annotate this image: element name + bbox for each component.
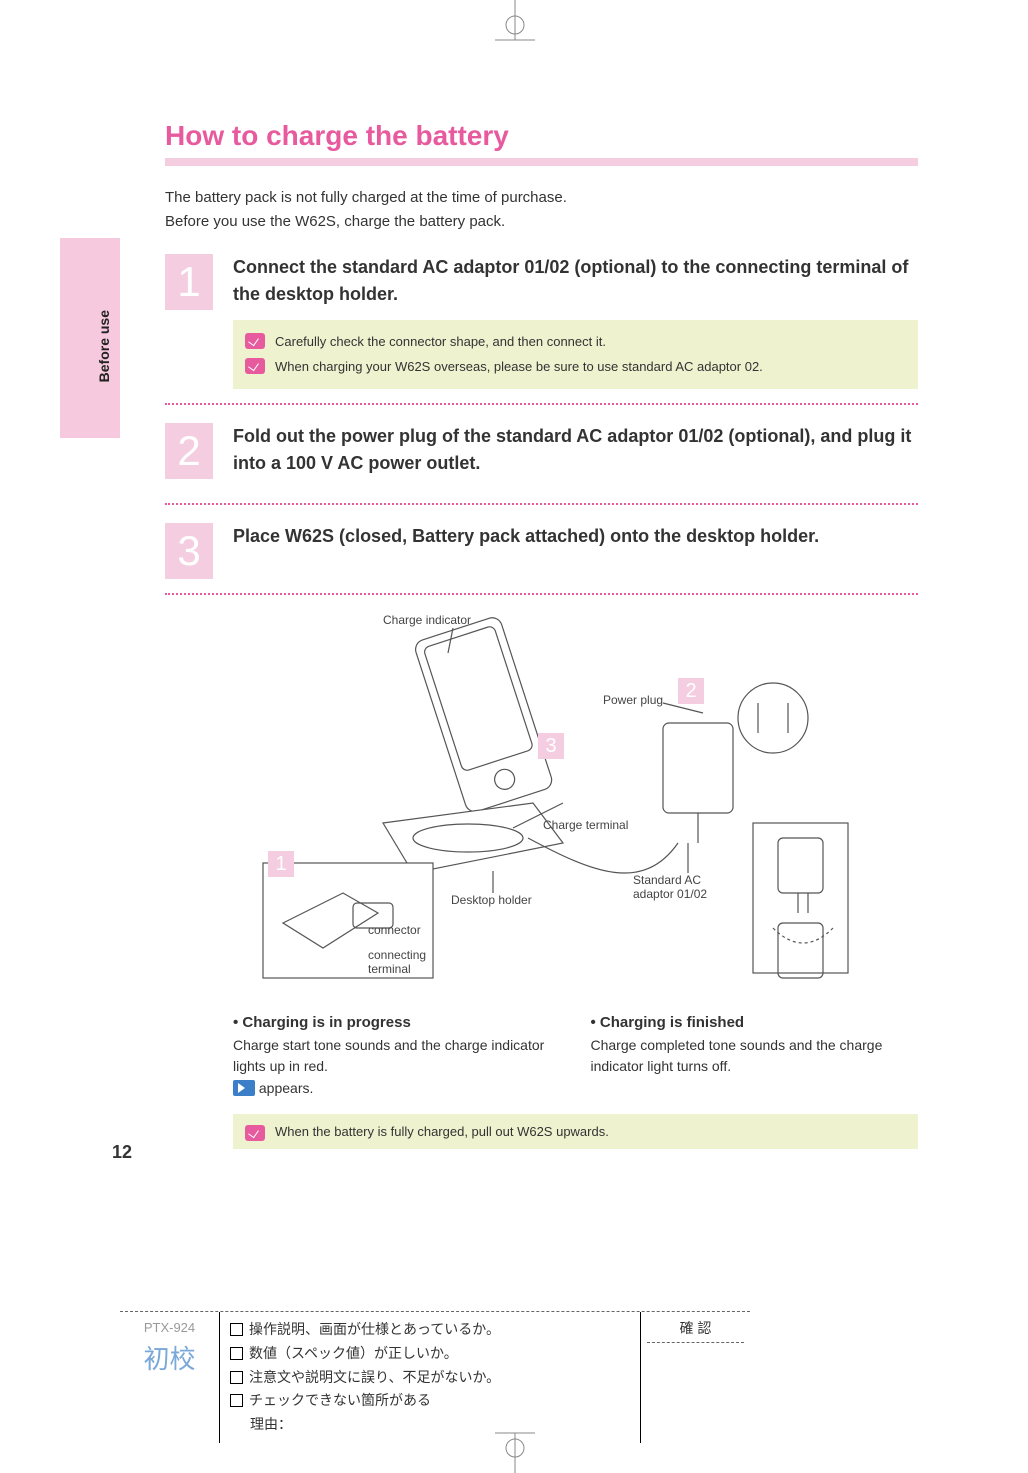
step-title: Place W62S (closed, Battery pack attache… [233,523,918,550]
proof-id-block: PTX-924 初校 [120,1312,220,1443]
step-1-notes: Carefully check the connector shape, and… [233,320,918,389]
proof-box: PTX-924 初校 操作説明、画面が仕様とあっているか。 数値（スペック値）が… [120,1311,750,1443]
checkbox-icon [230,1394,243,1407]
status-progress-body2: appears. [255,1080,313,1096]
proof-id: PTX-924 [126,1320,213,1335]
checkbox-icon [230,1323,243,1336]
label-connector: connector [368,923,421,937]
step-number: 3 [165,523,213,579]
proof-item-5: 理由： [250,1416,292,1432]
intro-text: The battery pack is not fully charged at… [165,186,918,234]
note-icon [245,1125,265,1141]
proof-item-4: チェックできない箇所がある [249,1392,431,1408]
step-number: 2 [165,423,213,479]
proof-stage: 初校 [126,1339,213,1376]
checkbox-icon [230,1371,243,1384]
separator [165,503,918,505]
status-progress-body1: Charge start tone sounds and the charge … [233,1037,544,1075]
note-icon [245,333,265,349]
label-power-plug: Power plug [603,693,663,707]
checkbox-icon [230,1347,243,1360]
page-title: How to charge the battery [165,120,918,152]
label-desktop-holder: Desktop holder [451,893,532,907]
proof-item-3: 注意文や説明文に誤り、不足がないか。 [249,1369,500,1385]
label-charge-indicator: Charge indicator [383,613,471,627]
final-note: When the battery is fully charged, pull … [233,1114,918,1149]
page-content: How to charge the battery The battery pa… [0,0,1028,1473]
marker-2: 2 [678,678,704,704]
proof-checklist: 操作説明、画面が仕様とあっているか。 数値（スペック値）が正しいか。 注意文や説… [220,1312,640,1443]
status-finished-head: • Charging is finished [591,1014,745,1031]
step-title: Fold out the power plug of the standard … [233,423,918,477]
page-number: 12 [112,1142,132,1163]
step-number: 1 [165,254,213,310]
note-icon [245,358,265,374]
final-note-text: When the battery is fully charged, pull … [275,1124,609,1139]
label-connecting-terminal: connecting terminal [368,948,448,976]
label-charge-terminal: Charge terminal [543,818,628,832]
charging-diagram: Charge indicator Power plug Charge termi… [233,613,853,993]
intro-line-2: Before you use the W62S, charge the batt… [165,213,505,230]
marker-1: 1 [268,851,294,877]
status-finished-body: Charge completed tone sounds and the cha… [591,1037,883,1075]
intro-line-1: The battery pack is not fully charged at… [165,189,567,206]
step-1-note-2: When charging your W62S overseas, please… [275,355,763,380]
proof-item-1: 操作説明、画面が仕様とあっているか。 [249,1321,500,1337]
step-2: 2 Fold out the power plug of the standar… [165,423,918,489]
charging-status-row: • Charging is in progress Charge start t… [233,1011,918,1099]
proof-confirm: 確 認 [640,1312,750,1443]
label-standard-ac: Standard AC adaptor 01/02 [633,873,723,901]
step-1-note-1: Carefully check the connector shape, and… [275,330,606,355]
marker-3: 3 [538,733,564,759]
step-3: 3 Place W62S (closed, Battery pack attac… [165,523,918,579]
proof-item-2: 数値（スペック値）が正しいか。 [249,1345,458,1361]
separator [165,593,918,595]
separator [165,403,918,405]
proof-confirm-label: 確 認 [680,1320,712,1336]
status-in-progress: • Charging is in progress Charge start t… [233,1011,561,1099]
step-1: 1 Connect the standard AC adaptor 01/02 … [165,254,918,389]
charge-icon [233,1080,255,1096]
status-progress-head: • Charging is in progress [233,1014,411,1031]
step-title: Connect the standard AC adaptor 01/02 (o… [233,254,918,308]
title-underline [165,158,918,166]
status-finished: • Charging is finished Charge completed … [591,1011,919,1099]
